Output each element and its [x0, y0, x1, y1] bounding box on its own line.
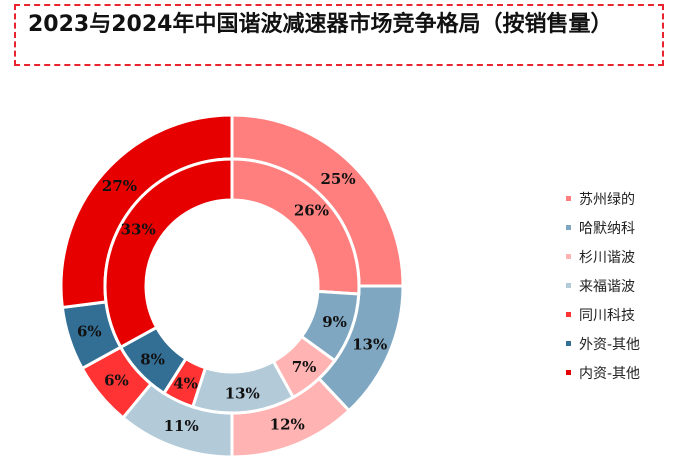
outer-label-7: 27%: [102, 177, 137, 195]
legend-swatch: [566, 370, 571, 375]
inner-label-1: 26%: [294, 201, 329, 219]
legend-swatch: [566, 196, 571, 201]
inner-label-7: 33%: [121, 221, 156, 239]
inner-ring: [103, 157, 361, 415]
title-frame: [14, 4, 664, 66]
legend-label: 外资-其他: [579, 337, 641, 353]
inner-label-3: 7%: [292, 358, 317, 376]
inner-label-4: 13%: [225, 385, 260, 403]
legend-label: 苏州绿的: [579, 192, 635, 208]
legend-label: 哈默纳科: [579, 221, 635, 237]
chart-title: 2023与2024年中国谐波减速器市场竞争格局（按销售量）: [28, 12, 613, 37]
inner-label-2: 9%: [322, 313, 347, 331]
outer-label-4: 11%: [164, 417, 199, 435]
inner-label-5: 4%: [173, 375, 198, 393]
inner-slice-7: [103, 157, 234, 350]
legend-swatch: [566, 283, 571, 288]
legend-swatch: [566, 254, 571, 259]
outer-label-6: 6%: [77, 322, 102, 340]
legend-label: 内资-其他: [579, 366, 641, 382]
legend-label: 杉川谐波: [579, 250, 635, 266]
data-labels: 25% 13% 12% 11% 6% 6% 27% 26% 9% 7% 13% 4% 8% 33%: [77, 170, 387, 435]
legend-swatch: [566, 341, 571, 346]
outer-label-5: 6%: [104, 372, 129, 390]
outer-label-1: 25%: [320, 170, 355, 188]
outer-label-3: 12%: [270, 415, 305, 433]
legend-swatch: [566, 312, 571, 317]
inner-label-6: 8%: [140, 351, 165, 369]
legend-label: 来福谐波: [579, 279, 635, 295]
outer-label-2: 13%: [352, 336, 387, 354]
legend-label: 同川科技: [579, 308, 635, 324]
legend-swatch: [566, 225, 571, 230]
